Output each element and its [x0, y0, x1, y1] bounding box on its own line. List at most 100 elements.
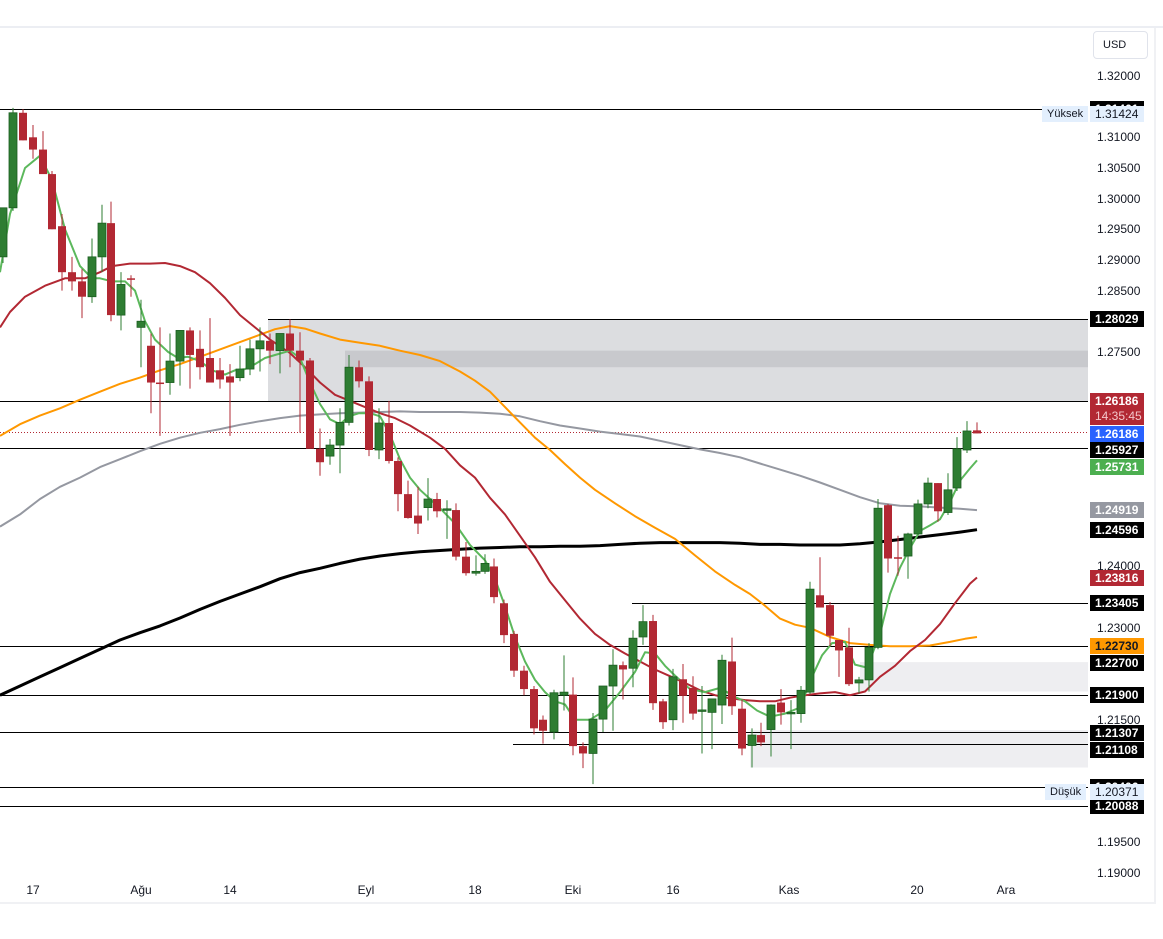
high-value: 1.31424 — [1090, 106, 1144, 123]
candle-down — [296, 350, 304, 361]
price-label: 1.23816 — [1090, 569, 1144, 586]
candle-up — [97, 222, 107, 258]
candle-up — [325, 444, 335, 457]
price-tick: 1.30000 — [1097, 191, 1141, 206]
candle-down — [835, 640, 843, 651]
price-label: 1.20088 — [1090, 798, 1144, 815]
candle-down — [649, 621, 657, 704]
price-tick: 1.21500 — [1097, 712, 1141, 727]
candle-down — [934, 483, 942, 512]
zone-rect — [750, 730, 1088, 768]
candle-up — [0, 207, 8, 258]
price-tick: 1.29500 — [1097, 222, 1141, 237]
price-label: 1.26186 14:35:45 — [1090, 393, 1144, 425]
candle-up — [559, 691, 569, 696]
candle-up — [943, 489, 953, 513]
candle-up — [245, 348, 255, 370]
candle-down — [266, 340, 274, 351]
candle-up — [598, 685, 608, 720]
candle-down — [78, 281, 86, 297]
candle-down — [226, 376, 234, 383]
candle-down — [619, 665, 627, 670]
time-tick: Kas — [778, 883, 800, 897]
candle-up — [87, 256, 97, 298]
time-tick: 17 — [26, 883, 40, 897]
top-border — [0, 26, 1163, 28]
price-label: 1.28029 — [1090, 311, 1144, 328]
candle-down — [845, 647, 853, 685]
price-tick: 1.19500 — [1097, 835, 1141, 850]
candlestick-chart[interactable] — [0, 28, 1088, 880]
price-tick: 1.29000 — [1097, 252, 1141, 267]
candle-up — [786, 711, 796, 715]
candle-down — [414, 515, 422, 524]
time-tick: Eki — [564, 883, 582, 897]
zone-rect — [860, 662, 1088, 692]
candle-up — [116, 284, 126, 316]
time-tick: Ağu — [130, 883, 152, 897]
candle-up — [854, 679, 864, 684]
candle-down — [68, 272, 76, 282]
candle-up — [697, 709, 707, 712]
time-tick: 18 — [468, 883, 482, 897]
price-tick: 1.19000 — [1097, 866, 1141, 880]
price-label: 1.22700 — [1090, 655, 1144, 671]
candle-up — [707, 698, 717, 713]
candle-up — [235, 368, 245, 379]
candle-up — [747, 734, 757, 746]
candle-up — [766, 704, 776, 730]
candle-down — [659, 701, 667, 723]
candle-down — [433, 499, 441, 512]
candle-down — [738, 708, 746, 749]
candle-up — [549, 692, 559, 733]
candle-up — [136, 320, 146, 328]
candle-down — [355, 367, 363, 382]
price-tick: 1.31000 — [1097, 130, 1141, 145]
candle-down — [394, 461, 402, 495]
candle-down — [156, 382, 164, 385]
candle-up — [864, 646, 874, 681]
candle-down — [510, 633, 518, 671]
candle-down — [48, 174, 56, 230]
time-tick: 16 — [666, 883, 680, 897]
candle-down — [579, 746, 587, 754]
price-tick: 1.27500 — [1097, 344, 1141, 359]
candle-down — [894, 557, 902, 559]
candle-up — [952, 448, 962, 489]
price-value: 1.26186 — [1095, 394, 1139, 408]
currency-button[interactable]: USD — [1093, 31, 1148, 59]
candle-up — [913, 503, 923, 535]
candle-down — [39, 149, 47, 175]
candle-down — [58, 226, 66, 273]
time-tick: 14 — [223, 883, 237, 897]
candle-up — [805, 588, 815, 693]
candle-up — [335, 421, 345, 446]
candle-down — [462, 556, 470, 574]
candle-down — [679, 679, 687, 696]
candle-down — [306, 360, 314, 449]
candle-down — [316, 448, 324, 463]
candle-up — [903, 533, 913, 557]
candle-down — [452, 510, 460, 557]
time-tick: 20 — [910, 883, 924, 897]
price-label: 1.25927 — [1090, 442, 1144, 458]
candle-down — [826, 605, 834, 636]
candle-down — [216, 370, 224, 380]
candle-countdown: 14:35:45 — [1095, 409, 1142, 423]
candle-down — [973, 430, 981, 434]
candle-down — [816, 595, 824, 608]
price-label: 1.22730 — [1090, 638, 1144, 654]
candle-down — [286, 333, 294, 351]
candle-down — [689, 687, 697, 714]
low-tag: Düşük — [1045, 783, 1087, 800]
candle-up — [423, 498, 433, 509]
candle-down — [19, 112, 27, 141]
price-tick: 1.23000 — [1097, 620, 1141, 635]
candle-down — [29, 137, 37, 150]
candle-down — [757, 735, 765, 743]
candle-up — [638, 621, 648, 638]
candle-up — [374, 422, 384, 451]
chart-pane[interactable] — [0, 28, 1088, 880]
candle-down — [186, 330, 194, 355]
candle-down — [884, 505, 892, 559]
